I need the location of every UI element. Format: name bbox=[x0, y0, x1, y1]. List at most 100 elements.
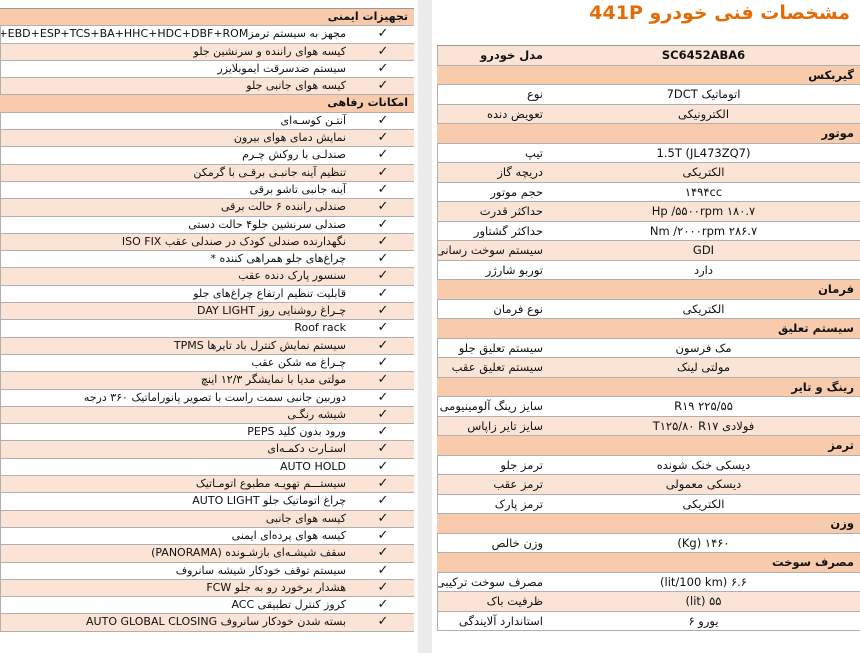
feature-check: ✓ bbox=[377, 43, 389, 59]
section-header: فرمان bbox=[437, 280, 860, 300]
section-title: وزن bbox=[830, 516, 854, 530]
feature-check: ✓ bbox=[377, 614, 389, 630]
spec-label: سایز رینگ آلومینیومی bbox=[437, 397, 547, 416]
spec-label: سیستم تعلیق جلو bbox=[437, 338, 547, 357]
spec-label: استاندارد آلایندگی bbox=[437, 611, 547, 630]
feature-row: سنسور پارک دنده عقب ✓ bbox=[0, 268, 414, 286]
feature-label: سیستـــم تهویـه مطبوع اتومـاتیک bbox=[0, 476, 352, 493]
feature-label: سیستم توقف خودکار شیشه سانروف bbox=[0, 562, 352, 579]
feature-row: چراغ اتوماتیک جلو AUTO LIGHT ✓ bbox=[0, 493, 414, 511]
feature-row: سیستم ضدسرقت ایموبلایزر ✓ bbox=[0, 60, 414, 79]
spec-value: الکترونیکی bbox=[677, 106, 730, 121]
feature-label: کیسه هوای راننده و سرنشین جلو bbox=[0, 43, 352, 60]
feature-check: ✓ bbox=[377, 476, 389, 492]
spec-row: استاندارد آلایندگی یورو ۶ bbox=[437, 611, 860, 631]
feature-label: AUTO HOLD bbox=[0, 458, 352, 476]
feature-label: صندلی راننده ۶ حالت برقی bbox=[0, 199, 352, 216]
feature-row: کیسه هوای جانبی جلو ✓ bbox=[0, 78, 414, 96]
feature-check: ✓ bbox=[377, 579, 389, 595]
spec-row: سیستم سوخت رسانی GDI bbox=[437, 241, 860, 261]
section-title: مصرف سوخت bbox=[772, 555, 854, 569]
spec-label: نوع فرمان bbox=[437, 299, 547, 318]
feature-check: ✓ bbox=[377, 372, 389, 388]
spec-row: سیستم تعلیق عقب مولتی لینک bbox=[437, 358, 860, 378]
feature-check: ✓ bbox=[377, 458, 389, 474]
feature-check: ✓ bbox=[377, 268, 389, 284]
section-header: گیربکس bbox=[437, 65, 860, 85]
feature-row: نگهدارنده صندلی کودک در صندلی عقب ISO FI… bbox=[0, 233, 414, 252]
spec-row: حداکثر قدرت ۱۸۰.۷ Hp /۵۵۰۰rpm bbox=[437, 202, 860, 222]
feature-row: صندلی سرنشین جلو۴ حالت دستی ✓ bbox=[0, 216, 414, 234]
feature-row: ورود بدون کلید PEPS ✓ bbox=[0, 424, 414, 442]
model-row: مدل خودرو SC6452ABA6 bbox=[437, 46, 860, 66]
feature-check: ✓ bbox=[377, 199, 389, 215]
feature-label: سیستم ضدسرقت ایموبلایزر bbox=[0, 60, 352, 78]
spec-label: سایز تایر زاپاس bbox=[437, 416, 547, 435]
spec-title: مشخصات فنی خودرو 441P bbox=[589, 2, 850, 24]
feature-check: ✓ bbox=[377, 562, 389, 578]
spec-label: حداکثر قدرت bbox=[437, 202, 547, 221]
feature-check: ✓ bbox=[377, 597, 389, 613]
spec-row: تعویض دنده الکترونیکی bbox=[437, 104, 860, 124]
feature-row: سیستـــم تهویـه مطبوع اتومـاتیک ✓ bbox=[0, 476, 414, 494]
spec-row: ظرفیت باک ۵۵ (lit) bbox=[437, 592, 860, 612]
section-title: گیربکس bbox=[808, 67, 854, 82]
spec-value: ۶.۶ (lit/100 km) bbox=[660, 574, 747, 589]
feature-label: استـارت دکمـه‌ای bbox=[0, 441, 352, 458]
spec-table: مدل خودرو SC6452ABA6 گیربکس نوع اتوماتیک 7DC… bbox=[437, 45, 860, 631]
section-header: وزن bbox=[437, 514, 860, 534]
spec-value: ۲۲۵/۵۵ R۱۹ bbox=[674, 399, 733, 413]
spec-label: ترمز پارک bbox=[437, 494, 547, 513]
feature-row: مجهز به سیستم ترمزABS+EBD+ESP+TCS+BA+HHC… bbox=[0, 26, 414, 44]
section-header: امکانات رفاهی bbox=[0, 95, 414, 113]
feature-check: ✓ bbox=[377, 424, 389, 440]
feature-check: ✓ bbox=[377, 181, 389, 197]
feature-row: چـراغ مه شکن عقب ✓ bbox=[0, 354, 414, 373]
feature-label: سیستم نمایش کنترل باد تایرها TPMS bbox=[0, 337, 352, 354]
section-header: سیستم تعلیق bbox=[437, 319, 860, 339]
feature-row: سقف شیشـه‌ای بازشـونده (PANORAMA) ✓ bbox=[0, 545, 414, 563]
spec-value: ۱۴۹۴cc bbox=[684, 184, 723, 199]
spec-label: سیستم سوخت رسانی bbox=[437, 241, 547, 260]
spec-value: 1.5T (JL473ZQ7) bbox=[656, 145, 751, 160]
spec-row: ترمز عقب دیسکی معمولی bbox=[437, 475, 860, 495]
feature-row: صندلـی با روکش چـرم ✓ bbox=[0, 147, 414, 165]
feature-label: چراغ اتوماتیک جلو AUTO LIGHT bbox=[0, 493, 352, 510]
model-value: SC6452ABA6 bbox=[661, 48, 746, 62]
section-title: موتور bbox=[821, 126, 854, 140]
feature-check: ✓ bbox=[377, 441, 389, 457]
spec-row: ترمز پارک الکتریکی bbox=[437, 494, 860, 514]
spec-label: حجم موتور bbox=[437, 182, 547, 201]
spec-row: توربو شارژر دارد bbox=[437, 260, 860, 280]
feature-check: ✓ bbox=[377, 60, 389, 76]
feature-check: ✓ bbox=[377, 112, 389, 128]
feature-label: نگهدارنده صندلی کودک در صندلی عقب ISO FI… bbox=[0, 233, 352, 251]
spec-value: الکتریکی bbox=[682, 165, 725, 179]
section-title: سیستم تعلیق bbox=[778, 321, 854, 335]
feature-check: ✓ bbox=[377, 147, 389, 163]
section-header: موتور bbox=[437, 124, 860, 144]
feature-check: ✓ bbox=[377, 164, 389, 180]
spec-row: سایز رینگ آلومینیومی ۲۲۵/۵۵ R۱۹ bbox=[437, 397, 860, 417]
section-header: تجهیزات ایمنی bbox=[0, 9, 414, 27]
feature-label: آینه جانبی تاشو برقی bbox=[0, 181, 352, 199]
spec-label: حداکثر گشتاور bbox=[437, 221, 547, 240]
spec-row: سیستم تعلیق جلو مک فرسون bbox=[437, 338, 860, 358]
feature-row: قابلیت تنظیم ارتفاع چراغ‌های جلو ✓ bbox=[0, 285, 414, 304]
spec-value: الکتریکی bbox=[682, 496, 725, 511]
equipment-table: تجهیزات ایمنی مجهز به سیستم ترمزABS+EBD+E… bbox=[0, 8, 414, 632]
spec-label: تعویض دنده bbox=[437, 104, 547, 123]
feature-row: مولتی مدیا با نمایشگر ۱۲/۳ اینچ ✓ bbox=[0, 372, 414, 390]
feature-label: شیشه رنگـی bbox=[0, 406, 352, 424]
spec-label: نوع bbox=[437, 85, 547, 104]
feature-check: ✓ bbox=[377, 216, 389, 232]
feature-check: ✓ bbox=[377, 78, 389, 94]
feature-label: صندلی سرنشین جلو۴ حالت دستی bbox=[0, 216, 352, 233]
feature-label: دوربین جانبی سمت راست با تصویر پانورامات… bbox=[0, 389, 352, 406]
feature-label: نمایش دمای هوای بیرون bbox=[0, 130, 352, 147]
feature-row: شیشه رنگـی ✓ bbox=[0, 406, 414, 425]
spec-label: ظرفیت باک bbox=[437, 592, 547, 611]
spec-row: وزن خالص ۱۴۶۰ (Kg) bbox=[437, 533, 860, 553]
feature-label: مولتی مدیا با نمایشگر ۱۲/۳ اینچ bbox=[0, 372, 352, 389]
